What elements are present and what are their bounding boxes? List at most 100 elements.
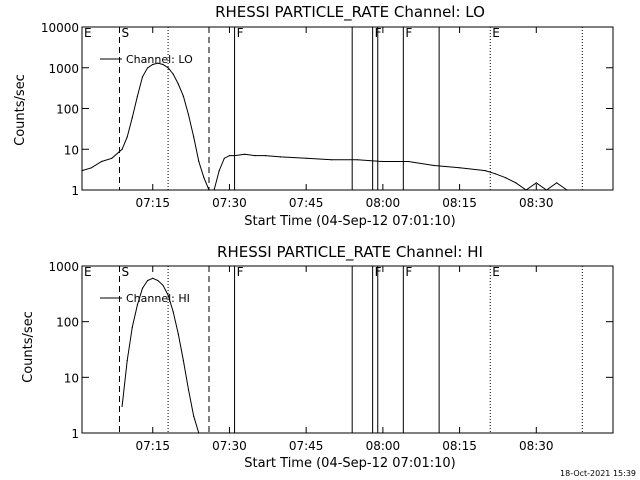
data-point: [177, 83, 179, 85]
x-tick-label: 07:45: [289, 196, 324, 210]
data-point: [121, 148, 123, 150]
panel-hi: RHESSI PARTICLE_RATE Channel: HI Counts/…: [21, 243, 614, 471]
marker-group-lo: ESFFFE: [81, 26, 583, 190]
data-point: [157, 62, 159, 64]
data-point: [305, 157, 307, 159]
data-point: [177, 333, 179, 335]
tick-group-hi: 07:15 07:30 07:45 08:00 08:15 08:30 1 10 100 1000: [48, 260, 613, 453]
x-axis-label-hi: Start Time (04-Sep-12 07:01:10): [244, 456, 455, 471]
data-point: [356, 159, 358, 161]
data-point: [172, 311, 174, 313]
series-group-hi: [121, 277, 200, 434]
x-tick-label: 07:30: [212, 196, 247, 210]
x-tick-label: 07:45: [289, 439, 324, 453]
data-point: [505, 177, 507, 179]
data-point: [218, 170, 220, 172]
event-marker-label: F: [405, 265, 412, 279]
event-marker-label: E: [492, 26, 500, 40]
x-tick-label: 08:15: [442, 439, 477, 453]
y-tick-label: 10: [64, 371, 79, 385]
data-point: [244, 153, 246, 155]
data-point: [494, 173, 496, 175]
data-point: [152, 277, 154, 279]
series-group-lo: [81, 62, 568, 191]
data-point: [111, 157, 113, 159]
tick-group-lo: 07:15 07:30 07:45 08:00 08:15 08:30 1 10 100 1000…: [41, 21, 613, 210]
y-tick-label: 1000: [48, 62, 79, 76]
data-point: [131, 116, 133, 119]
data-point: [264, 155, 266, 157]
data-point: [157, 279, 159, 282]
event-marker-label: E: [84, 26, 92, 40]
data-point: [121, 405, 123, 407]
data-point: [162, 63, 164, 66]
data-point: [101, 160, 103, 163]
plot-frame-lo: [81, 26, 614, 191]
data-point: [172, 73, 174, 75]
data-point: [198, 160, 200, 163]
data-point: [535, 182, 537, 184]
event-marker-label: S: [122, 26, 130, 40]
legend-label-lo: Channel: LO: [126, 53, 193, 66]
y-tick-label: 10000: [41, 21, 79, 35]
x-tick-label: 08:00: [366, 196, 401, 210]
y-tick-label: 100: [56, 316, 79, 330]
data-point: [407, 160, 409, 163]
legend-label-hi: Channel: HI: [126, 292, 190, 305]
data-point: [141, 76, 144, 78]
data-point: [90, 167, 92, 169]
event-marker-label: S: [122, 265, 130, 279]
data-point: [193, 136, 195, 138]
x-tick-label: 08:30: [519, 196, 554, 210]
data-point: [167, 67, 169, 69]
event-marker-label: E: [492, 265, 500, 279]
data-point: [382, 160, 384, 163]
y-tick-label: 100: [56, 103, 79, 117]
y-tick-label: 1: [71, 427, 79, 441]
x-axis-label-lo: Start Time (04-Sep-12 07:01:10): [244, 214, 455, 229]
chart-title-lo: RHESSI PARTICLE_RATE Channel: LO: [215, 3, 485, 22]
data-point: [182, 95, 184, 97]
data-point: [433, 164, 435, 167]
data-point: [141, 287, 144, 289]
chart-title-hi: RHESSI PARTICLE_RATE Channel: HI: [217, 243, 483, 262]
y-tick-label: 1: [71, 184, 79, 198]
data-point: [484, 170, 486, 172]
y-tick-label: 10: [64, 143, 79, 157]
x-tick-label: 08:00: [366, 439, 401, 453]
panel-lo: RHESSI PARTICLE_RATE Channel: LO Counts/…: [13, 3, 614, 229]
event-marker-label: F: [237, 265, 244, 279]
data-point: [280, 156, 282, 158]
x-tick-label: 07:15: [135, 196, 170, 210]
data-point: [187, 114, 190, 116]
x-tick-label: 08:15: [442, 196, 477, 210]
event-marker-label: E: [84, 265, 92, 279]
data-point: [126, 136, 128, 138]
data-point: [131, 326, 133, 328]
data-point: [162, 284, 164, 286]
data-point: [254, 155, 256, 157]
x-tick-label: 07:15: [135, 439, 170, 453]
data-point: [126, 360, 128, 362]
marker-group-hi: ESFFFE: [81, 265, 583, 433]
plot-frame-hi: [81, 265, 614, 434]
event-marker-label: F: [237, 26, 244, 40]
data-point: [515, 182, 517, 184]
y-axis-label-hi: Counts/sec: [21, 311, 36, 383]
series-line-lo-0: [81, 62, 568, 191]
y-tick-label: 1000: [48, 260, 79, 274]
x-tick-label: 07:30: [212, 439, 247, 453]
series-line-hi-0: [121, 277, 200, 434]
data-point: [187, 389, 190, 391]
data-point: [136, 95, 138, 97]
data-point: [136, 304, 138, 306]
data-point: [459, 167, 461, 169]
data-point: [147, 67, 149, 69]
x-tick-label: 08:30: [519, 439, 554, 453]
data-point: [167, 294, 169, 296]
data-point: [331, 159, 333, 161]
data-point: [152, 63, 154, 66]
data-point: [203, 177, 205, 179]
data-point: [182, 360, 184, 362]
